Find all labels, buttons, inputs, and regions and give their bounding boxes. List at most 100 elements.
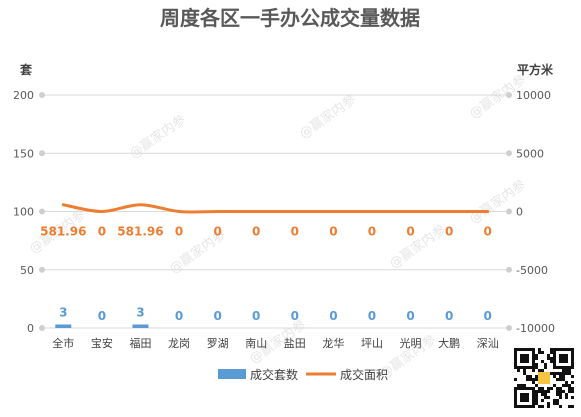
qr-module xyxy=(514,357,517,360)
legend-label-line: 成交面积 xyxy=(340,367,388,382)
line-data-label-1: 0 xyxy=(98,225,106,239)
qr-module xyxy=(565,393,568,396)
right-tick-label-0: -10000 xyxy=(516,322,555,335)
qr-module xyxy=(520,360,523,363)
qr-module xyxy=(523,366,526,369)
qr-module xyxy=(556,348,559,351)
bar-data-label-5: 0 xyxy=(252,309,260,323)
qr-module xyxy=(523,354,526,357)
qr-module xyxy=(514,354,517,357)
qr-module xyxy=(571,396,574,399)
qr-module xyxy=(532,405,535,408)
qr-module xyxy=(571,360,574,363)
qr-module xyxy=(532,402,535,405)
qr-module xyxy=(526,357,529,360)
qr-module xyxy=(553,402,556,405)
left-tick-label-1: 50 xyxy=(20,264,34,277)
qr-module xyxy=(523,372,526,375)
bar-2 xyxy=(132,324,149,328)
qr-module xyxy=(538,369,541,372)
qr-module xyxy=(556,390,559,393)
right-axis-label: 平方米 xyxy=(517,62,554,77)
qr-module xyxy=(526,366,529,369)
qr-module xyxy=(544,396,547,399)
qr-module xyxy=(517,405,520,408)
line-data-label-6: 0 xyxy=(291,225,299,239)
qr-module xyxy=(520,357,523,360)
qr-module xyxy=(541,351,544,354)
qr-module xyxy=(553,399,556,402)
qr-module xyxy=(559,390,562,393)
qr-module xyxy=(562,375,565,378)
qr-module xyxy=(541,399,544,402)
qr-module xyxy=(565,366,568,369)
qr-module xyxy=(547,390,550,393)
qr-module xyxy=(520,366,523,369)
qr-module xyxy=(517,366,520,369)
qr-module xyxy=(538,351,541,354)
qr-module xyxy=(532,360,535,363)
qr-module xyxy=(517,387,520,390)
qr-module xyxy=(535,363,538,366)
category-label-8: 坪山 xyxy=(361,337,383,350)
qr-module xyxy=(529,378,532,381)
qr-module xyxy=(520,387,523,390)
qr-module xyxy=(553,372,556,375)
line-data-label-10: 0 xyxy=(445,225,453,239)
left-tick-marker-4 xyxy=(39,92,45,98)
watermark-4: @赢家内参 xyxy=(386,222,448,272)
qr-module xyxy=(565,396,568,399)
qr-module xyxy=(550,357,553,360)
left-tick-marker-3 xyxy=(39,150,45,157)
right-tick-marker-0 xyxy=(506,325,512,331)
qr-module xyxy=(568,366,571,369)
qr-module xyxy=(526,396,529,399)
qr-module xyxy=(532,381,535,384)
qr-module xyxy=(541,360,544,363)
qr-module xyxy=(559,378,562,381)
line-data-label-2: 581.96 xyxy=(117,225,163,239)
qr-module xyxy=(526,387,529,390)
category-label-7: 龙华 xyxy=(322,336,344,350)
qr-module xyxy=(565,360,568,363)
qr-module xyxy=(520,348,523,351)
qr-module xyxy=(514,366,517,369)
watermark-3: @赢家内参 xyxy=(296,92,358,142)
qr-module xyxy=(556,399,559,402)
qr-module xyxy=(568,405,571,408)
watermark-1: @赢家内参 xyxy=(126,112,188,162)
qr-module xyxy=(529,366,532,369)
qr-module xyxy=(553,354,556,357)
qr-center-logo xyxy=(538,372,550,384)
qr-module xyxy=(523,387,526,390)
qr-module xyxy=(559,396,562,399)
qr-module xyxy=(556,378,559,381)
qr-module xyxy=(562,378,565,381)
right-tick-marker-2 xyxy=(506,208,512,215)
legend-label-bars: 成交套数 xyxy=(250,367,298,382)
qr-module xyxy=(562,369,565,372)
qr-module xyxy=(550,372,553,375)
qr-module xyxy=(535,357,538,360)
qr-module xyxy=(532,369,535,372)
qr-module xyxy=(550,348,553,351)
qr-module xyxy=(559,354,562,357)
qr-module xyxy=(538,405,541,408)
bar-data-label-2: 3 xyxy=(136,306,144,320)
qr-module xyxy=(523,399,526,402)
qr-module xyxy=(559,387,562,390)
qr-module xyxy=(535,384,538,387)
qr-module xyxy=(571,405,574,408)
qr-module xyxy=(520,393,523,396)
qr-module xyxy=(514,351,517,354)
qr-module xyxy=(517,369,520,372)
qr-module xyxy=(532,357,535,360)
qr-module xyxy=(520,399,523,402)
qr-module xyxy=(553,366,556,369)
qr-module xyxy=(520,396,523,399)
qr-module xyxy=(532,363,535,366)
qr-module xyxy=(553,375,556,378)
bar-data-label-3: 0 xyxy=(175,309,183,323)
bar-series: 3 0 3 0 0 0 0 0 0 0 0 0 xyxy=(55,306,492,328)
qr-module xyxy=(538,387,541,390)
